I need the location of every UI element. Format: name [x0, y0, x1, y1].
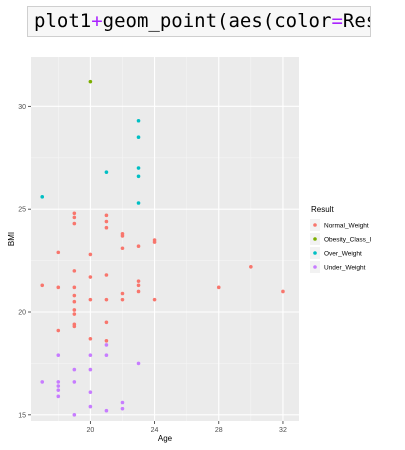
data-point-normal-weight	[120, 291, 125, 296]
data-point-normal-weight	[72, 269, 77, 273]
data-point-normal-weight	[104, 297, 109, 302]
points-layer	[40, 79, 285, 417]
legend-key-obesity-class-i	[313, 237, 317, 241]
data-point-normal-weight	[72, 221, 77, 226]
data-point-under-weight	[88, 353, 93, 357]
data-point-normal-weight	[56, 285, 61, 290]
legend-key-over-weight	[313, 251, 317, 255]
y-tick-label: 25	[18, 207, 26, 214]
data-point-under-weight	[120, 400, 125, 405]
legend-label: Over_Weight	[324, 250, 362, 257]
data-point-normal-weight	[104, 219, 109, 224]
data-point-normal-weight	[72, 215, 77, 220]
data-point-under-weight	[72, 380, 77, 384]
data-point-normal-weight	[40, 283, 45, 288]
data-point-over-weight	[136, 201, 141, 205]
y-tick-label: 20	[18, 310, 26, 317]
data-point-normal-weight	[72, 293, 77, 298]
grid-major	[31, 57, 299, 421]
data-point-normal-weight	[152, 240, 157, 244]
data-point-normal-weight	[152, 297, 157, 302]
data-point-under-weight	[56, 380, 61, 384]
data-point-normal-weight	[120, 297, 125, 302]
y-tick-label: 15	[18, 412, 26, 419]
code-token: plot1	[34, 10, 92, 32]
x-tick-label: 24	[151, 427, 159, 434]
data-point-normal-weight	[249, 264, 253, 269]
data-point-normal-weight	[56, 328, 61, 333]
legend-title: Result	[311, 205, 334, 214]
data-point-normal-weight	[120, 234, 125, 238]
legend-label: Under_Weight	[324, 264, 366, 271]
data-point-normal-weight	[72, 308, 77, 312]
code-token: +	[91, 10, 103, 32]
data-point-normal-weight	[72, 211, 77, 216]
data-point-under-weight	[72, 413, 77, 417]
data-point-over-weight	[136, 166, 141, 170]
data-point-under-weight	[56, 353, 61, 357]
data-point-normal-weight	[104, 338, 109, 343]
legend-key-under-weight	[313, 265, 317, 269]
data-point-normal-weight	[136, 283, 141, 288]
data-point-normal-weight	[56, 250, 61, 255]
data-point-normal-weight	[88, 275, 93, 279]
data-point-normal-weight	[104, 213, 109, 218]
data-point-over-weight	[104, 170, 109, 174]
data-point-normal-weight	[88, 336, 93, 341]
data-point-normal-weight	[136, 244, 141, 248]
x-tick-label: 32	[279, 427, 287, 434]
code-token: =	[331, 10, 343, 32]
data-point-under-weight	[88, 390, 93, 395]
data-point-over-weight	[136, 135, 141, 140]
data-point-normal-weight	[136, 279, 141, 283]
data-point-normal-weight	[281, 289, 285, 294]
data-point-under-weight	[88, 404, 93, 409]
data-point-normal-weight	[120, 246, 125, 251]
data-point-under-weight	[104, 343, 109, 347]
data-point-normal-weight	[72, 285, 77, 290]
legend: Result Normal_Weight Obesity_Class_I Over_…	[310, 205, 372, 273]
data-point-under-weight	[88, 367, 93, 372]
legend-label: Normal_Weight	[324, 222, 369, 229]
x-axis: 20 24 28 32	[86, 421, 287, 434]
data-point-under-weight	[72, 367, 77, 372]
plot-panel	[31, 57, 299, 421]
y-tick-label: 30	[18, 104, 26, 111]
x-tick-label: 20	[86, 427, 94, 434]
data-point-normal-weight	[104, 225, 109, 230]
code-token: geom_point(aes(color	[102, 10, 332, 32]
data-point-normal-weight	[104, 273, 109, 277]
data-point-normal-weight	[72, 312, 77, 316]
x-axis-title: Age	[158, 434, 173, 443]
y-axis: 15 20 25 30	[18, 104, 31, 419]
code-token: Result))	[342, 10, 370, 32]
data-point-over-weight	[136, 174, 141, 179]
data-point-under-weight	[120, 406, 125, 411]
data-point-under-weight	[136, 361, 141, 366]
data-point-normal-weight	[88, 297, 93, 302]
data-point-obesity-class-i	[88, 79, 93, 84]
data-point-normal-weight	[216, 285, 221, 290]
data-point-normal-weight	[136, 289, 141, 294]
data-point-under-weight	[56, 394, 61, 399]
data-point-under-weight	[104, 408, 109, 413]
data-point-under-weight	[40, 380, 45, 384]
legend-key-normal-weight	[313, 223, 317, 227]
data-point-under-weight	[104, 353, 109, 357]
data-point-under-weight	[56, 388, 61, 392]
data-point-normal-weight	[72, 299, 77, 304]
data-point-under-weight	[56, 384, 61, 388]
grid-minor	[31, 57, 299, 421]
x-tick-label: 28	[215, 427, 223, 434]
data-point-normal-weight	[104, 320, 109, 325]
data-point-normal-weight	[72, 324, 77, 329]
data-point-normal-weight	[88, 252, 93, 257]
y-axis-title: BMI	[7, 232, 16, 246]
data-point-over-weight	[40, 195, 45, 199]
code-cell: plot1+geom_point(aes(color=Result))	[27, 6, 371, 37]
data-point-over-weight	[136, 118, 141, 123]
legend-label: Obesity_Class_I	[324, 236, 372, 243]
